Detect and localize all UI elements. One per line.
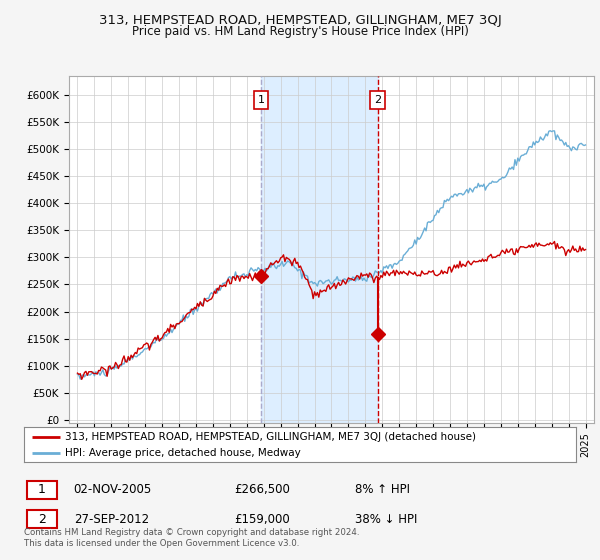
Text: 38% ↓ HPI: 38% ↓ HPI — [355, 512, 418, 526]
Text: Price paid vs. HM Land Registry's House Price Index (HPI): Price paid vs. HM Land Registry's House … — [131, 25, 469, 38]
Text: 8% ↑ HPI: 8% ↑ HPI — [355, 483, 410, 497]
Text: 27-SEP-2012: 27-SEP-2012 — [74, 512, 149, 526]
Text: 313, HEMPSTEAD ROAD, HEMPSTEAD, GILLINGHAM, ME7 3QJ (detached house): 313, HEMPSTEAD ROAD, HEMPSTEAD, GILLINGH… — [65, 432, 476, 442]
Text: 1: 1 — [38, 483, 46, 497]
Text: £159,000: £159,000 — [234, 512, 290, 526]
FancyBboxPatch shape — [27, 480, 57, 500]
Text: 2: 2 — [38, 512, 46, 526]
Text: £266,500: £266,500 — [234, 483, 290, 497]
Text: 313, HEMPSTEAD ROAD, HEMPSTEAD, GILLINGHAM, ME7 3QJ: 313, HEMPSTEAD ROAD, HEMPSTEAD, GILLINGH… — [98, 14, 502, 27]
Bar — [261, 76, 378, 423]
Text: 02-NOV-2005: 02-NOV-2005 — [74, 483, 152, 497]
Text: 1: 1 — [257, 95, 265, 105]
Text: Contains HM Land Registry data © Crown copyright and database right 2024.
This d: Contains HM Land Registry data © Crown c… — [24, 528, 359, 548]
FancyBboxPatch shape — [27, 510, 57, 529]
Text: 2: 2 — [374, 95, 382, 105]
Text: HPI: Average price, detached house, Medway: HPI: Average price, detached house, Medw… — [65, 447, 301, 458]
